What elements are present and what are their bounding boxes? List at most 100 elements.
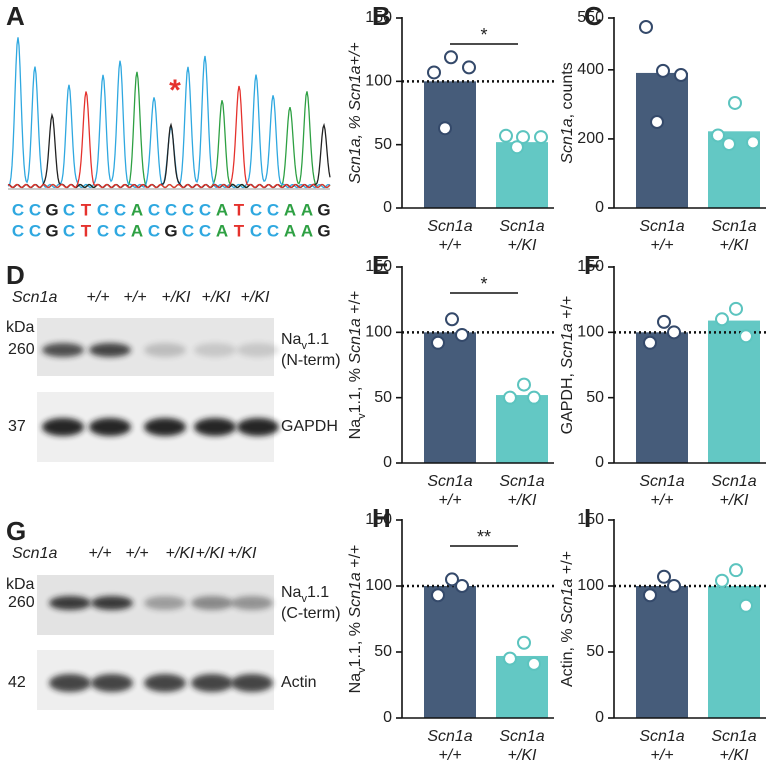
data-point bbox=[534, 130, 548, 145]
base-letter: C bbox=[250, 221, 262, 240]
data-point bbox=[431, 588, 445, 603]
panel-label: A bbox=[6, 1, 25, 31]
band bbox=[49, 596, 91, 610]
band bbox=[144, 674, 186, 692]
text-segment: Actin bbox=[281, 674, 317, 691]
y-tick-label: 400 bbox=[577, 61, 604, 78]
y-tick-label: 0 bbox=[383, 199, 392, 216]
band bbox=[194, 418, 236, 436]
band bbox=[91, 596, 133, 610]
bar bbox=[496, 395, 548, 463]
y-tick-label: 100 bbox=[365, 324, 392, 341]
protein-label: Actin bbox=[281, 674, 317, 691]
text-segment: Na bbox=[281, 331, 302, 348]
mutation-marker: * bbox=[169, 74, 181, 107]
data-point bbox=[657, 569, 671, 584]
y-tick-label: 150 bbox=[577, 511, 604, 528]
unit-label: kDa bbox=[6, 319, 35, 336]
data-point bbox=[715, 312, 729, 327]
y-axis-label: Nav1.1, % Scn1a +/+ bbox=[347, 545, 368, 694]
base-letter: C bbox=[199, 221, 211, 240]
y-tick-label: 50 bbox=[374, 643, 392, 660]
text-segment: +/+ bbox=[559, 551, 576, 579]
band bbox=[89, 418, 131, 436]
data-point bbox=[527, 656, 541, 671]
data-point bbox=[517, 635, 531, 650]
text-segment: Actin, % bbox=[559, 624, 576, 687]
x-tick-label: Scn1a bbox=[639, 473, 684, 490]
base-letter: C bbox=[12, 200, 24, 219]
band bbox=[42, 418, 84, 436]
lane-label: +/+ bbox=[125, 545, 148, 562]
base-letter: C bbox=[12, 221, 24, 240]
base-letter: C bbox=[63, 200, 75, 219]
base-letter: C bbox=[267, 200, 279, 219]
size-label: 260 bbox=[8, 594, 35, 611]
text-segment: Scn1a bbox=[559, 578, 576, 623]
text-segment: GAPDH bbox=[281, 418, 338, 435]
panel-label: H bbox=[372, 503, 391, 533]
gene-label: Scn1a bbox=[12, 289, 57, 306]
text-segment: v bbox=[356, 413, 368, 419]
base-letter: A bbox=[131, 200, 143, 219]
y-axis-label: Scn1a, counts bbox=[559, 62, 576, 163]
base-letter: A bbox=[301, 221, 313, 240]
band bbox=[231, 674, 273, 692]
data-point bbox=[643, 588, 657, 603]
base-letter: A bbox=[216, 200, 228, 219]
text-segment: Scn1a bbox=[559, 118, 576, 163]
lane-label: +/KI bbox=[162, 289, 191, 306]
gene-label: Scn1a bbox=[12, 545, 57, 562]
base-letter: T bbox=[81, 200, 92, 219]
y-tick-label: 200 bbox=[577, 130, 604, 147]
data-point bbox=[722, 137, 736, 152]
significance-label: * bbox=[480, 25, 487, 45]
panel-label: G bbox=[6, 516, 26, 546]
y-tick-label: 0 bbox=[595, 199, 604, 216]
lane-label: +/KI bbox=[166, 545, 195, 562]
band bbox=[49, 674, 91, 692]
bar bbox=[636, 586, 688, 718]
y-tick-label: 150 bbox=[365, 511, 392, 528]
data-point bbox=[639, 19, 653, 34]
base-letter: C bbox=[29, 200, 41, 219]
significance-label: ** bbox=[477, 527, 491, 547]
base-letter: T bbox=[81, 221, 92, 240]
data-point bbox=[711, 128, 725, 143]
base-letter: G bbox=[45, 200, 58, 219]
text-segment: , counts bbox=[559, 62, 576, 118]
x-tick-label: +/KI bbox=[720, 747, 749, 763]
x-tick-label: +/+ bbox=[650, 747, 673, 763]
x-tick-label: Scn1a bbox=[711, 728, 756, 745]
x-tick-label: Scn1a bbox=[427, 728, 472, 745]
base-letter: C bbox=[182, 221, 194, 240]
data-point bbox=[517, 377, 531, 392]
y-tick-label: 150 bbox=[577, 258, 604, 275]
lane-label: +/+ bbox=[123, 289, 146, 306]
base-letter: C bbox=[114, 200, 126, 219]
y-tick-label: 150 bbox=[365, 9, 392, 26]
lane-label: +/KI bbox=[202, 289, 231, 306]
x-tick-label: Scn1a bbox=[499, 473, 544, 490]
base-letter: C bbox=[267, 221, 279, 240]
x-tick-label: Scn1a bbox=[711, 473, 756, 490]
band bbox=[91, 674, 133, 692]
size-label: 37 bbox=[8, 418, 26, 435]
x-tick-label: Scn1a bbox=[499, 728, 544, 745]
base-letter: A bbox=[284, 200, 296, 219]
x-tick-label: +/+ bbox=[438, 492, 461, 509]
y-tick-label: 100 bbox=[365, 577, 392, 594]
trace bbox=[7, 85, 331, 189]
text-segment: Scn1a bbox=[347, 318, 364, 363]
y-axis-label: Actin, % Scn1a +/+ bbox=[559, 551, 576, 687]
y-tick-label: 0 bbox=[595, 709, 604, 726]
significance-label: * bbox=[480, 274, 487, 294]
base-letter: C bbox=[97, 200, 109, 219]
text-segment: Na bbox=[281, 584, 302, 601]
band bbox=[144, 418, 186, 436]
data-point bbox=[438, 121, 452, 136]
x-tick-label: +/+ bbox=[438, 237, 461, 254]
y-tick-label: 100 bbox=[577, 577, 604, 594]
panel-label: C bbox=[584, 1, 603, 31]
base-letter: G bbox=[317, 200, 330, 219]
